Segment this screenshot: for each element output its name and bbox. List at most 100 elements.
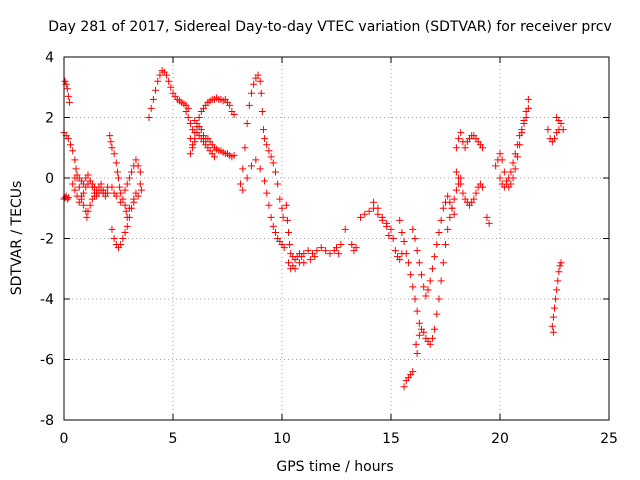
data-point: [544, 126, 552, 134]
data-point: [282, 201, 290, 209]
data-point: [300, 259, 308, 267]
data-point: [186, 150, 194, 158]
data-point: [383, 222, 391, 230]
data-point: [116, 183, 124, 191]
data-point: [279, 213, 287, 221]
data-point: [507, 168, 515, 176]
data-point: [306, 256, 314, 264]
data-point: [411, 295, 419, 303]
data-point: [123, 180, 131, 188]
data-point: [439, 204, 447, 212]
data-point: [374, 210, 382, 218]
data-point: [122, 207, 130, 215]
data-point: [549, 313, 557, 321]
data-point: [505, 174, 513, 182]
data-point: [422, 292, 430, 300]
x-tick-label: 25: [600, 431, 618, 447]
data-point: [516, 132, 524, 140]
data-point: [136, 180, 144, 188]
data-point: [115, 174, 122, 182]
data-point: [226, 101, 234, 109]
data-point: [64, 135, 72, 143]
data-point: [557, 259, 565, 267]
x-tick-label: 20: [491, 431, 509, 447]
data-point: [108, 225, 116, 233]
data-point: [431, 253, 439, 261]
data-point: [189, 144, 197, 152]
data-point: [65, 98, 73, 106]
data-point: [128, 168, 136, 176]
data-point: [258, 107, 266, 115]
data-point: [413, 307, 421, 315]
data-point: [409, 283, 417, 291]
data-point: [278, 204, 286, 212]
data-point: [374, 204, 382, 212]
data-point: [119, 235, 127, 242]
data-point: [437, 216, 445, 224]
data-point: [450, 210, 458, 218]
data-point: [431, 325, 439, 333]
data-point: [470, 195, 478, 203]
data-point: [136, 168, 144, 176]
data-point: [83, 213, 91, 221]
data-point: [75, 183, 83, 191]
x-tick-label: 15: [382, 431, 400, 447]
data-point: [197, 126, 205, 134]
data-point: [479, 144, 487, 152]
data-point: [263, 189, 271, 197]
data-point: [457, 180, 465, 188]
data-point: [107, 138, 115, 146]
x-tick-label: 5: [169, 431, 178, 447]
data-point: [448, 204, 456, 212]
chart-title: Day 281 of 2017, Sidereal Day-to-day VTE…: [48, 19, 612, 35]
y-tick-label: -4: [40, 292, 54, 308]
y-tick-label: -2: [40, 232, 54, 248]
data-point: [84, 171, 92, 179]
data-point: [479, 183, 487, 191]
data-point: [256, 165, 264, 173]
data-point: [71, 186, 79, 194]
data-point: [391, 247, 399, 255]
data-point: [520, 120, 528, 128]
data-point: [496, 174, 504, 182]
data-point: [404, 259, 412, 267]
data-point: [492, 162, 500, 170]
data-point: [86, 177, 94, 185]
data-point: [64, 194, 72, 202]
data-point: [72, 165, 80, 173]
data-point: [271, 168, 279, 176]
data-point: [409, 368, 417, 376]
data-point: [326, 250, 334, 258]
y-tick-label: 0: [45, 171, 54, 187]
data-point: [426, 277, 434, 285]
data-point: [247, 162, 255, 170]
y-axis-label: SDTVAR / TECUs: [9, 181, 25, 296]
data-point: [511, 150, 519, 158]
data-point: [409, 225, 417, 233]
data-point: [424, 286, 432, 294]
data-point: [276, 195, 284, 203]
data-point: [444, 225, 452, 233]
data-point: [439, 259, 447, 267]
data-point: [123, 222, 131, 230]
data-point: [455, 174, 463, 182]
data-point: [265, 147, 273, 155]
data-point: [444, 192, 452, 200]
data-point: [210, 153, 218, 161]
data-point: [162, 71, 170, 79]
data-point: [117, 198, 125, 206]
data-point: [254, 71, 262, 79]
data-point: [413, 247, 421, 255]
data-point: [121, 186, 129, 194]
data-point: [552, 295, 560, 303]
data-point: [80, 189, 88, 197]
data-point: [147, 104, 155, 112]
data-point: [69, 180, 77, 188]
data-point: [121, 228, 129, 236]
data-point: [145, 114, 153, 121]
data-point: [269, 159, 277, 167]
data-point: [402, 250, 410, 258]
data-point: [247, 89, 255, 97]
